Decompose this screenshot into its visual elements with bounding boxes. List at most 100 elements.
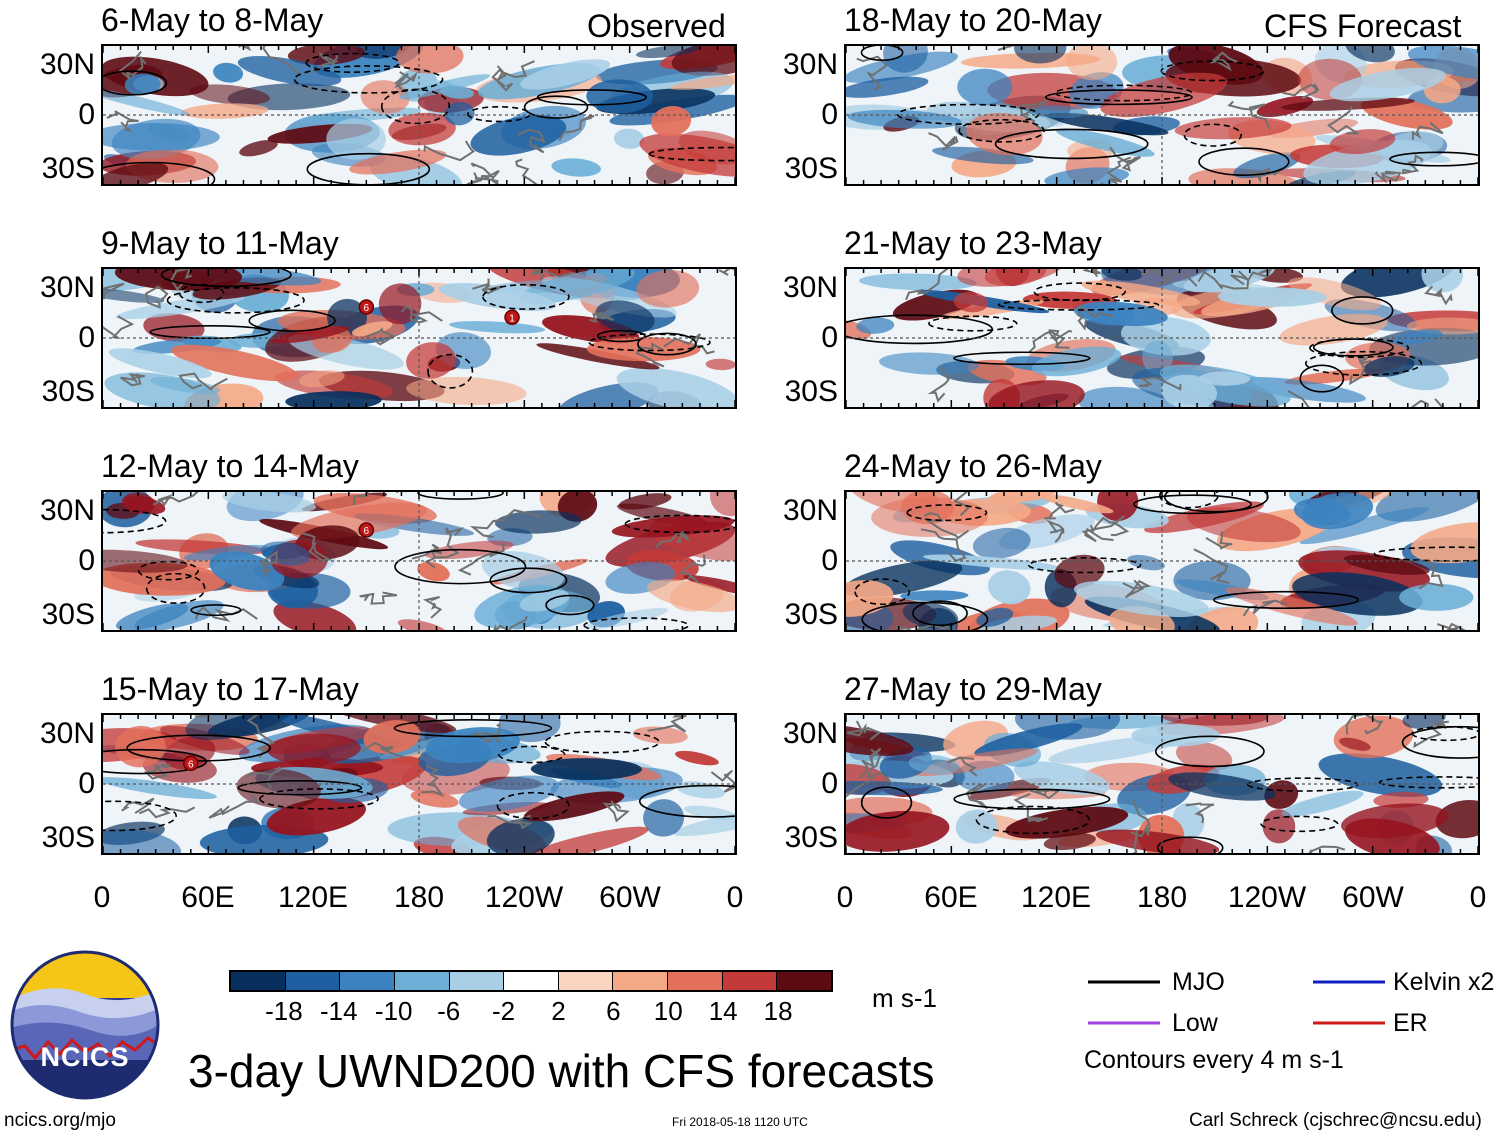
anomaly-blob <box>397 619 448 630</box>
anomaly-blob <box>1161 374 1218 407</box>
coastline <box>1424 285 1453 306</box>
anomaly-blob <box>103 829 182 853</box>
anomaly-blob <box>417 561 450 582</box>
mjo-contour <box>928 315 1018 332</box>
coastline <box>1077 305 1114 331</box>
colorbar-tick-label: -10 <box>374 996 413 1026</box>
colorbar-segment <box>284 972 340 990</box>
anomaly-blob <box>1329 67 1447 102</box>
coastline <box>710 769 735 793</box>
mjo-contour <box>380 88 451 125</box>
y-tick-label: 0 <box>821 767 838 800</box>
anomaly-blob <box>521 826 649 853</box>
anomaly-blob <box>298 369 345 388</box>
anomaly-blob <box>616 367 735 407</box>
mjo-contour <box>596 329 646 343</box>
heatmap-field <box>103 46 735 184</box>
anomaly-blob <box>103 549 188 573</box>
mjo-contour <box>293 65 444 94</box>
y-tick-label: 30N <box>782 271 838 304</box>
anomaly-blob <box>678 130 735 165</box>
anomaly-blob <box>1329 129 1396 155</box>
coastline <box>360 741 405 759</box>
anomaly-blob <box>966 112 1043 156</box>
anomaly-blob <box>1199 371 1251 386</box>
anomaly-blob <box>1262 809 1296 844</box>
mjo-contour <box>854 578 911 606</box>
anomaly-blob <box>1014 46 1067 64</box>
mjo-contour <box>166 286 305 314</box>
anomaly-blob <box>520 59 611 90</box>
footer-url[interactable]: ncics.org/mjo <box>4 1110 116 1131</box>
coastline <box>434 527 464 559</box>
mjo-contour <box>482 283 570 310</box>
anomaly-blob <box>150 376 221 394</box>
y-tick-label: 30N <box>39 717 95 750</box>
coastline <box>905 269 949 301</box>
mjo-contour <box>103 70 168 96</box>
coastline <box>1411 121 1444 140</box>
coastline <box>1130 800 1151 838</box>
anomaly-blob <box>1046 112 1169 136</box>
anomaly-blob <box>183 544 268 561</box>
coastline <box>1013 792 1048 823</box>
anomaly-blob <box>957 68 1013 106</box>
coastline <box>493 615 529 630</box>
mjo-contour <box>305 52 400 74</box>
mjo-contour <box>994 128 1149 160</box>
anomaly-blob <box>1176 741 1233 772</box>
anomaly-blob <box>1284 368 1384 385</box>
anomaly-blob <box>1127 554 1165 571</box>
anomaly-blob <box>908 754 960 775</box>
y-tick-label: 30N <box>39 271 95 304</box>
anomaly-blob <box>900 590 969 602</box>
anomaly-blob <box>185 715 297 740</box>
coastline <box>1138 376 1182 391</box>
coastline <box>1345 715 1384 735</box>
anomaly-blob <box>237 56 342 87</box>
anomaly-blob <box>974 723 1083 757</box>
colorbar-tick-label: -2 <box>491 996 516 1026</box>
anomaly-blob <box>494 510 582 534</box>
mjo-contour <box>394 548 527 585</box>
anomaly-blob <box>705 358 735 371</box>
anomaly-blob <box>519 589 570 612</box>
coastline <box>588 310 614 323</box>
y-tick-label: 30S <box>41 598 95 631</box>
coastline <box>152 492 199 507</box>
coastline <box>895 624 949 630</box>
mjo-contour <box>145 572 206 605</box>
legend-label-low: Low <box>1172 1009 1218 1037</box>
coastline <box>602 800 630 823</box>
anomaly-blob <box>683 575 735 599</box>
tc-marker: 6 <box>183 755 199 772</box>
y-tick-label: 0 <box>78 544 95 577</box>
anomaly-blob <box>846 724 914 756</box>
colorbar-segment <box>667 972 722 990</box>
anomaly-blob <box>1225 587 1358 626</box>
coastline <box>260 550 278 577</box>
coastline <box>927 365 950 403</box>
anomaly-blob <box>1288 277 1382 311</box>
y-tick-label: 30N <box>39 494 95 527</box>
coastline <box>246 715 275 759</box>
anomaly-blob <box>1318 753 1443 797</box>
footer-credit: Carl Schreck (cjschrec@ncsu.edu) <box>1189 1110 1482 1131</box>
coastline <box>1418 560 1444 590</box>
mjo-contour <box>489 567 568 594</box>
coastline <box>865 748 891 783</box>
colorbar-segment <box>612 972 668 990</box>
mjo-contour <box>417 492 504 500</box>
anomaly-blob <box>1095 829 1220 853</box>
anomaly-blob <box>519 269 635 304</box>
mjo-contour <box>1401 725 1478 759</box>
anomaly-blob <box>1299 507 1429 545</box>
mjo-contour <box>496 791 570 820</box>
mjo-contour <box>1213 590 1360 610</box>
mjo-contour <box>953 351 1091 366</box>
mjo-contour <box>393 719 553 738</box>
coastline <box>1282 83 1320 99</box>
anomaly-blob <box>406 342 456 379</box>
coastline <box>1100 156 1132 184</box>
anomaly-blob <box>1188 168 1303 184</box>
